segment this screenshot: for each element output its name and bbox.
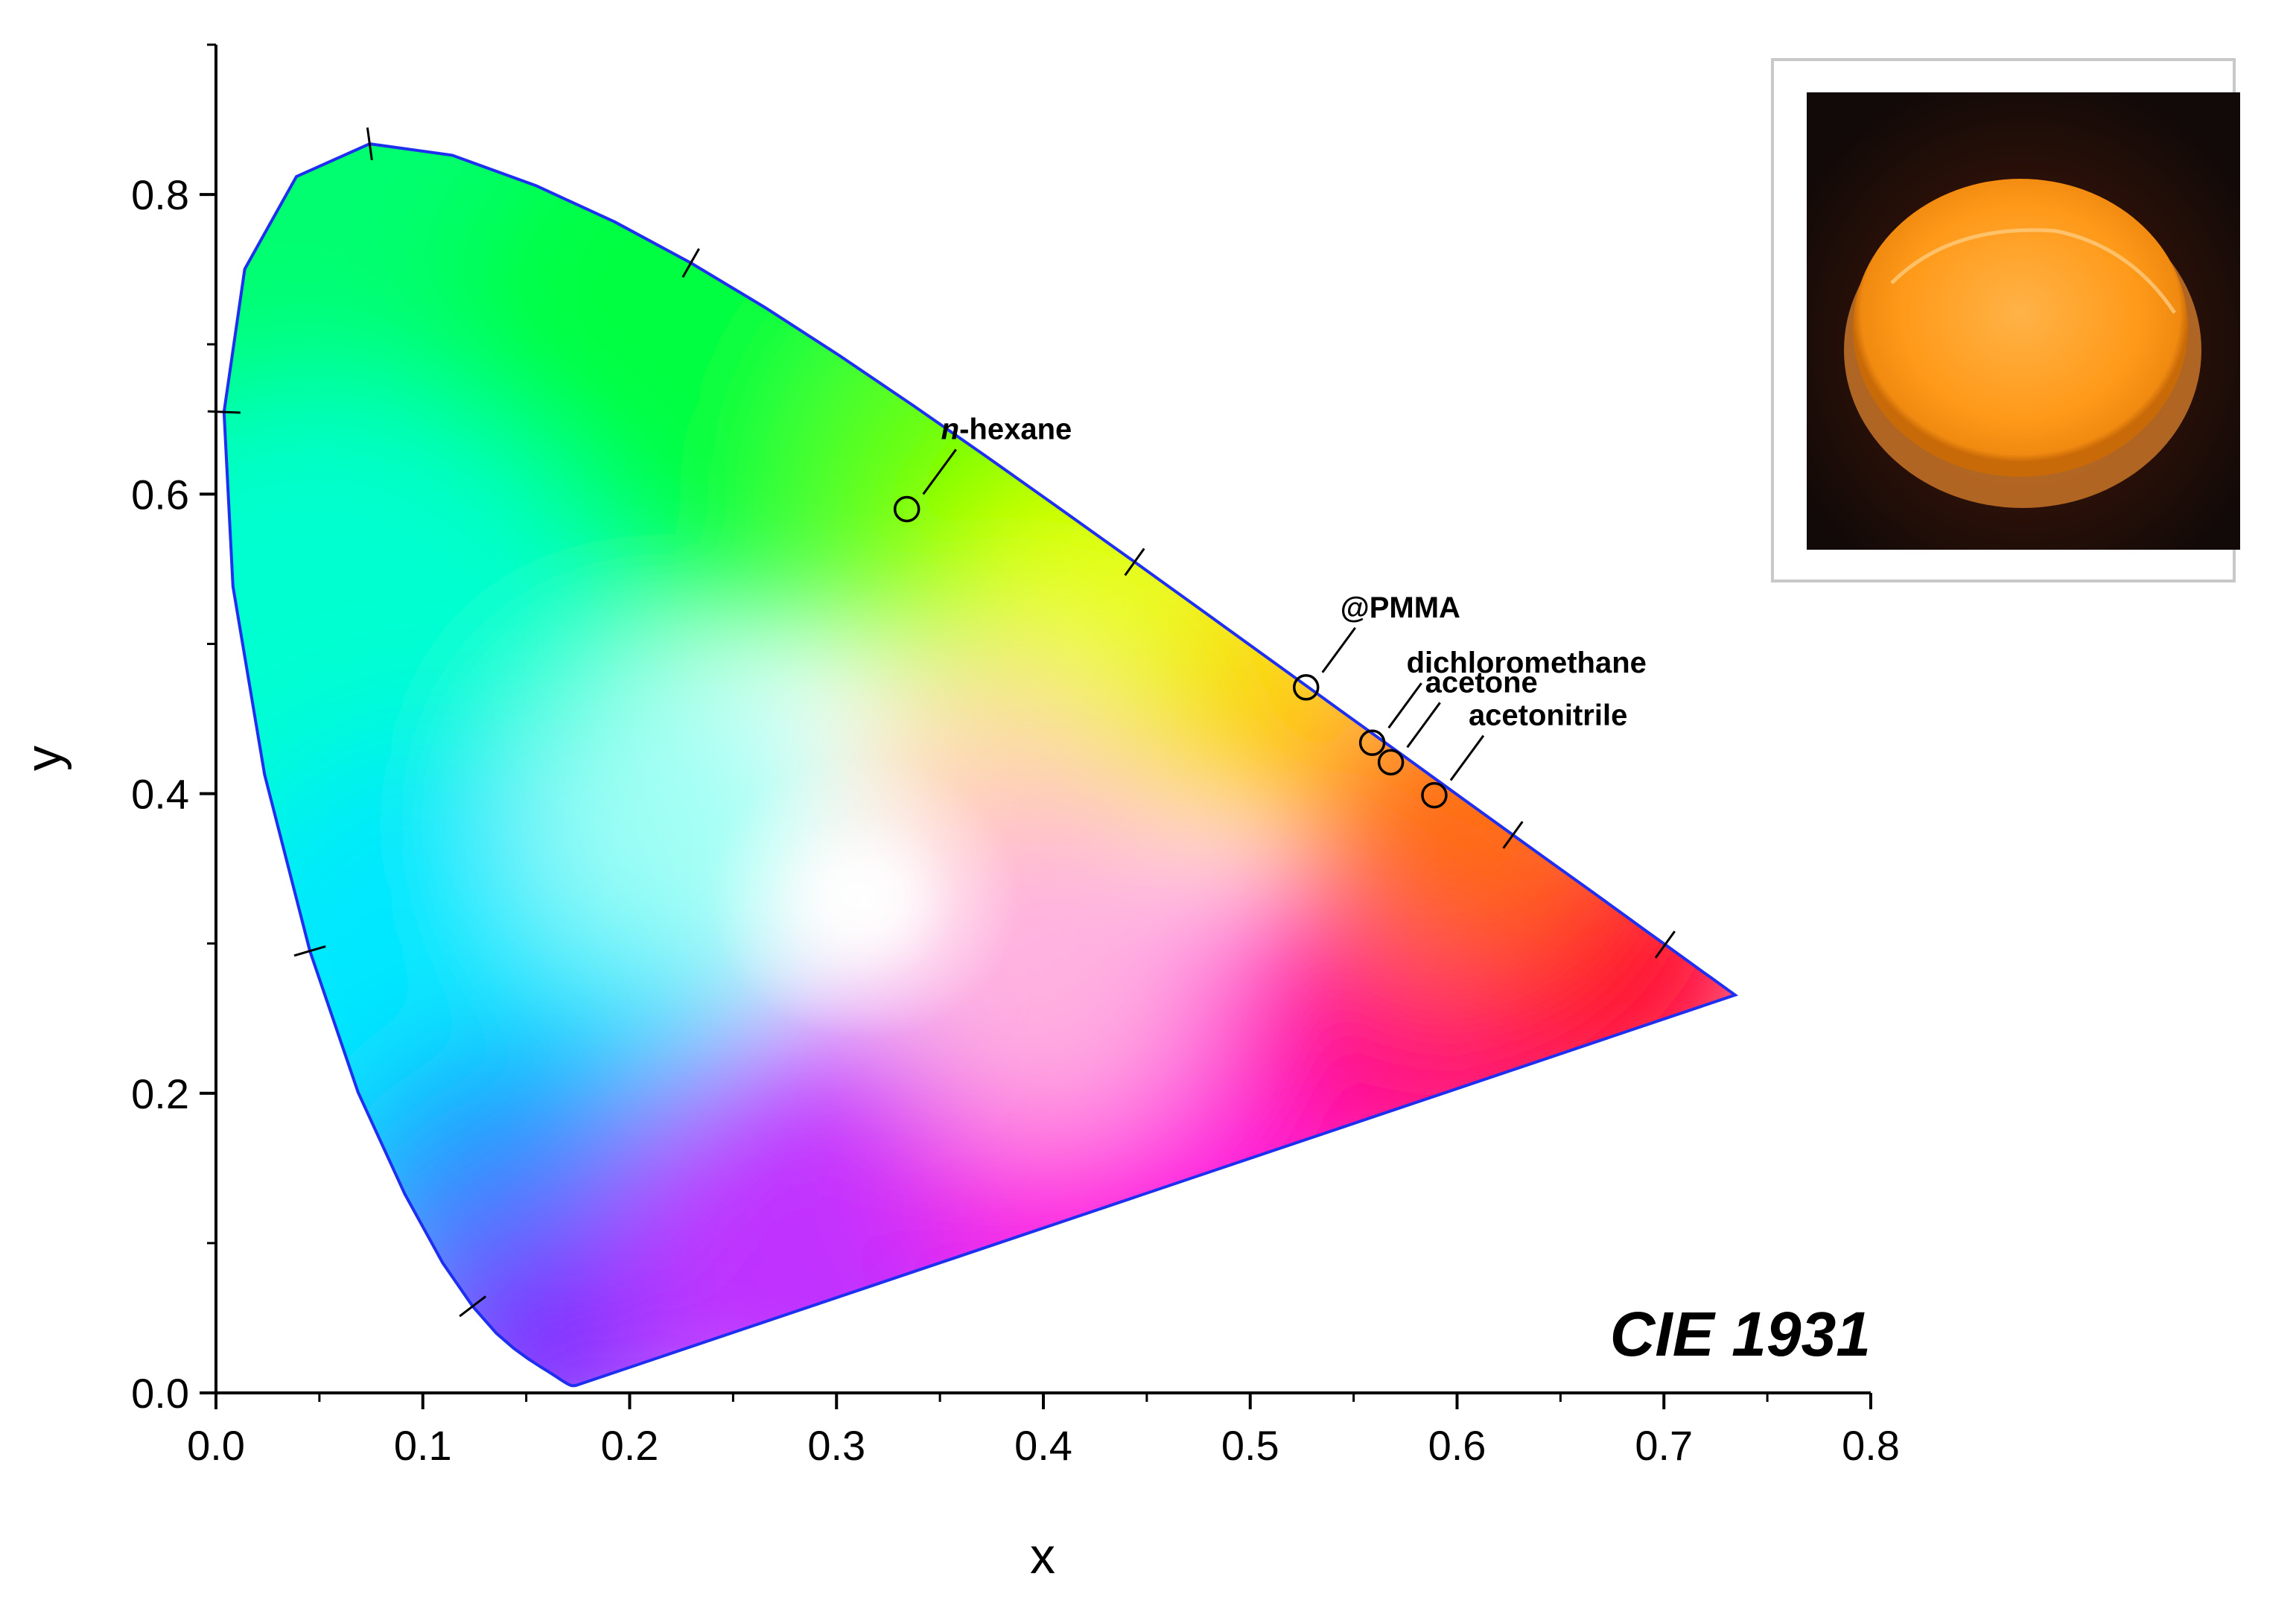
- x-tick-label: 0.2: [601, 1422, 659, 1469]
- x-axis-title: x: [1030, 1528, 1055, 1584]
- data-points: n-hexane @PMMA dichloromethaneacetoneaceto…: [893, 413, 1647, 809]
- x-tick-label: 0.7: [1635, 1422, 1693, 1469]
- x-tick-label: 0.4: [1014, 1422, 1072, 1469]
- point-label: @PMMA: [1341, 591, 1460, 624]
- axes: 0.0 0.1 0.2 0.3 0.4 0.5 0.6 0.7 0.8 0.0 0.2 0.4 0.6…: [131, 43, 1900, 1469]
- point-label: n-hexane: [941, 413, 1072, 445]
- cie-diagram-label: CIE 1931: [1610, 1299, 1871, 1369]
- white-point-glow: [707, 756, 1020, 1039]
- spectral-locus-boundary: [222, 142, 1739, 1388]
- point-label: acetonitrile: [1469, 699, 1627, 732]
- glowing-orange-disk-photo-icon: [1853, 179, 2188, 477]
- data-point-marker: [1421, 781, 1448, 809]
- x-tick-label: 0.0: [187, 1422, 245, 1469]
- x-tick-label: 0.3: [807, 1422, 865, 1469]
- x-tick-label: 0.6: [1428, 1422, 1486, 1469]
- y-tick-label: 0.6: [131, 471, 189, 518]
- leader-line: [1387, 682, 1422, 729]
- disk-highlight: [1890, 228, 2177, 314]
- y-tick-label: 0.4: [131, 771, 189, 818]
- inset-photo: [1771, 58, 2240, 582]
- leader-line: [1449, 734, 1485, 781]
- y-tick-label: 0.8: [131, 171, 189, 218]
- x-tick-label: 0.5: [1221, 1422, 1279, 1469]
- x-tick-label: 0.1: [394, 1422, 452, 1469]
- leader-line: [1406, 702, 1441, 749]
- leader-line: [922, 448, 957, 495]
- data-point-marker: [1358, 729, 1386, 756]
- data-point-marker: [1292, 674, 1320, 701]
- y-axis-title: y: [16, 746, 72, 771]
- x-tick-label: 0.8: [1842, 1422, 1900, 1469]
- data-point-marker: [893, 495, 920, 523]
- y-tick-label: 0.0: [131, 1370, 189, 1417]
- wavelength-tick-marks: [207, 127, 1676, 1318]
- data-point-marker: [1377, 749, 1405, 776]
- y-tick-label: 0.2: [131, 1070, 189, 1117]
- leader-line: [1321, 626, 1356, 673]
- chromaticity-gamut-fill: [223, 144, 1735, 1386]
- point-label: dichloromethane: [1407, 647, 1647, 679]
- point-label: acetone: [1425, 666, 1538, 699]
